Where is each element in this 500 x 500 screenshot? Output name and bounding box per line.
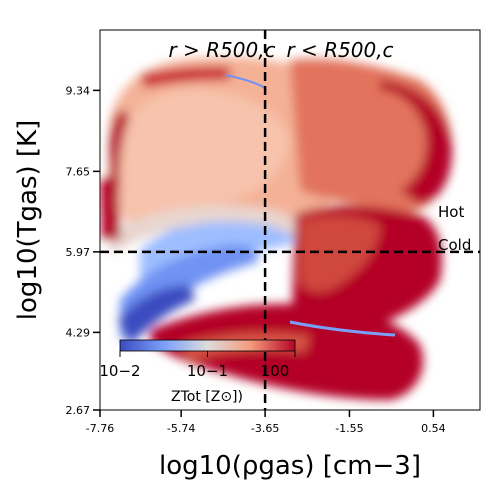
y-axis-label: log10(Tgas) [K] bbox=[13, 120, 43, 320]
hot-label: Hot bbox=[438, 203, 464, 221]
x-tick-label: -3.65 bbox=[251, 422, 279, 435]
right-region-annotation: r < R500,c bbox=[286, 38, 393, 62]
x-axis-ticks: -7.76 -5.74 -3.65 -1.55 0.54 bbox=[86, 410, 446, 435]
left-region-annotation: r > R500,c bbox=[168, 38, 275, 62]
colorbar-gradient bbox=[119, 339, 296, 352]
y-tick-label: 2.67 bbox=[66, 404, 91, 417]
colorbar-tick-label: 100 bbox=[261, 362, 290, 380]
x-tick-label: -7.76 bbox=[86, 422, 114, 435]
x-tick-label: -5.74 bbox=[167, 422, 195, 435]
y-tick-label: 5.97 bbox=[66, 246, 91, 259]
y-tick-label: 7.65 bbox=[66, 165, 91, 178]
x-axis-label: log10(ρgas) [cm−3] bbox=[159, 451, 421, 481]
colorbar-tick-label: 10−2 bbox=[99, 362, 140, 380]
cold-label: Cold bbox=[438, 236, 471, 254]
heatmap-field bbox=[100, 57, 452, 400]
x-tick-label: -1.55 bbox=[335, 422, 363, 435]
x-tick-label: 0.54 bbox=[421, 422, 446, 435]
colorbar-tick-label: 10−1 bbox=[187, 362, 228, 380]
y-tick-label: 4.29 bbox=[66, 326, 91, 339]
colorbar-label: ZTot [Z⊙]) bbox=[171, 389, 243, 405]
y-tick-label: 9.34 bbox=[66, 84, 91, 97]
y-axis-ticks: 2.67 4.29 5.97 7.65 9.34 bbox=[66, 84, 100, 417]
colorbar: 10−2 10−1 100 ZTot [Z⊙]) bbox=[99, 339, 296, 405]
